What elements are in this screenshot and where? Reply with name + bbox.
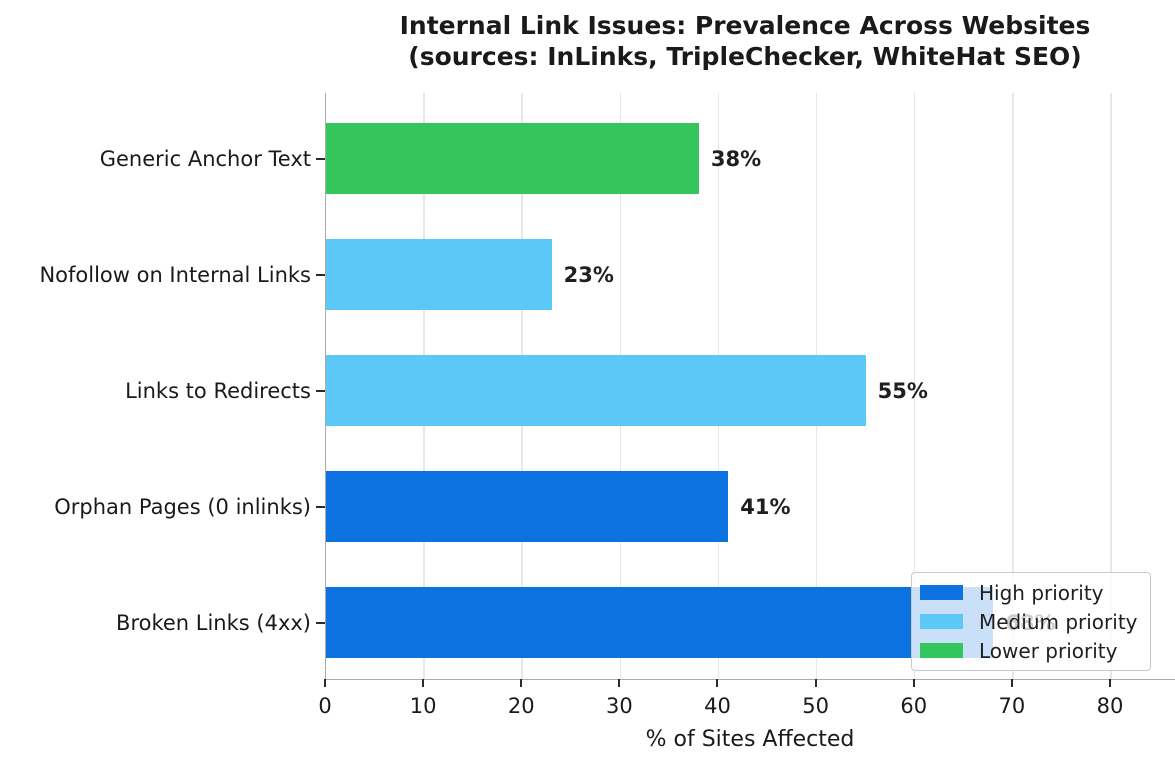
x-tick-label-20: 20 bbox=[507, 694, 535, 718]
legend-item-lower-priority: Lower priority bbox=[920, 636, 1142, 665]
value-label-nofollow-on-internal-links: 23% bbox=[563, 262, 614, 287]
gridline-80 bbox=[1110, 93, 1112, 679]
legend-label-medium-priority: Medium priority bbox=[979, 609, 1138, 634]
y-tick-broken-links-4xx bbox=[316, 621, 325, 624]
y-tick-generic-anchor-text bbox=[316, 157, 325, 160]
x-tick-label-30: 30 bbox=[605, 694, 633, 718]
chart-title: Internal Link Issues: Prevalence Across … bbox=[320, 10, 1170, 72]
bar-orphan-pages-0-inlinks bbox=[326, 471, 729, 542]
category-label-broken-links-4xx: Broken Links (4xx) bbox=[116, 610, 311, 635]
chart-title-line1: Internal Link Issues: Prevalence Across … bbox=[399, 11, 1091, 40]
x-tick-label-70: 70 bbox=[998, 694, 1026, 718]
x-tick-label-10: 10 bbox=[409, 694, 437, 718]
x-tick-30 bbox=[618, 679, 621, 687]
bar-generic-anchor-text bbox=[326, 123, 699, 194]
legend-swatch-high-priority bbox=[920, 585, 963, 600]
x-tick-40 bbox=[716, 679, 719, 687]
value-label-links-to-redirects: 55% bbox=[877, 378, 928, 403]
plot-area: 38%23%55%41%68% bbox=[325, 93, 1175, 680]
x-tick-label-0: 0 bbox=[318, 694, 332, 718]
category-label-nofollow-on-internal-links: Nofollow on Internal Links bbox=[39, 262, 311, 287]
legend-swatch-medium-priority bbox=[920, 614, 963, 629]
x-tick-80 bbox=[1108, 679, 1111, 687]
legend-swatch-lower-priority bbox=[920, 643, 963, 658]
x-tick-50 bbox=[814, 679, 817, 687]
y-tick-nofollow-on-internal-links bbox=[316, 273, 325, 276]
bar-links-to-redirects bbox=[326, 355, 866, 426]
gridline-70 bbox=[1012, 93, 1014, 679]
legend-item-high-priority: High priority bbox=[920, 578, 1142, 607]
value-label-orphan-pages-0-inlinks: 41% bbox=[740, 494, 791, 519]
category-label-generic-anchor-text: Generic Anchor Text bbox=[99, 146, 311, 171]
legend-label-high-priority: High priority bbox=[979, 580, 1104, 605]
gridline-60 bbox=[913, 93, 916, 679]
x-tick-20 bbox=[520, 679, 523, 687]
bar-broken-links-4xx bbox=[326, 587, 994, 658]
bar-nofollow-on-internal-links bbox=[326, 239, 552, 310]
category-label-orphan-pages-0-inlinks: Orphan Pages (0 inlinks) bbox=[54, 494, 311, 519]
y-tick-orphan-pages-0-inlinks bbox=[316, 505, 325, 508]
y-tick-links-to-redirects bbox=[316, 389, 325, 392]
x-tick-70 bbox=[1010, 679, 1013, 687]
x-tick-label-80: 80 bbox=[1096, 694, 1124, 718]
x-axis-label: % of Sites Affected bbox=[645, 727, 855, 752]
x-tick-0 bbox=[324, 679, 326, 687]
chart-title-line2: (sources: InLinks, TripleChecker, WhiteH… bbox=[408, 42, 1082, 71]
x-tick-60 bbox=[912, 679, 915, 687]
legend-item-medium-priority: Medium priority bbox=[920, 607, 1142, 636]
x-tick-10 bbox=[422, 679, 425, 687]
category-label-links-to-redirects: Links to Redirects bbox=[125, 378, 311, 403]
legend: High priority Medium priority Lower priori… bbox=[911, 572, 1151, 671]
x-tick-label-50: 50 bbox=[802, 694, 829, 718]
x-tick-label-60: 60 bbox=[900, 694, 928, 718]
x-tick-label-40: 40 bbox=[704, 694, 731, 718]
legend-label-lower-priority: Lower priority bbox=[979, 638, 1118, 663]
value-label-generic-anchor-text: 38% bbox=[710, 146, 762, 171]
